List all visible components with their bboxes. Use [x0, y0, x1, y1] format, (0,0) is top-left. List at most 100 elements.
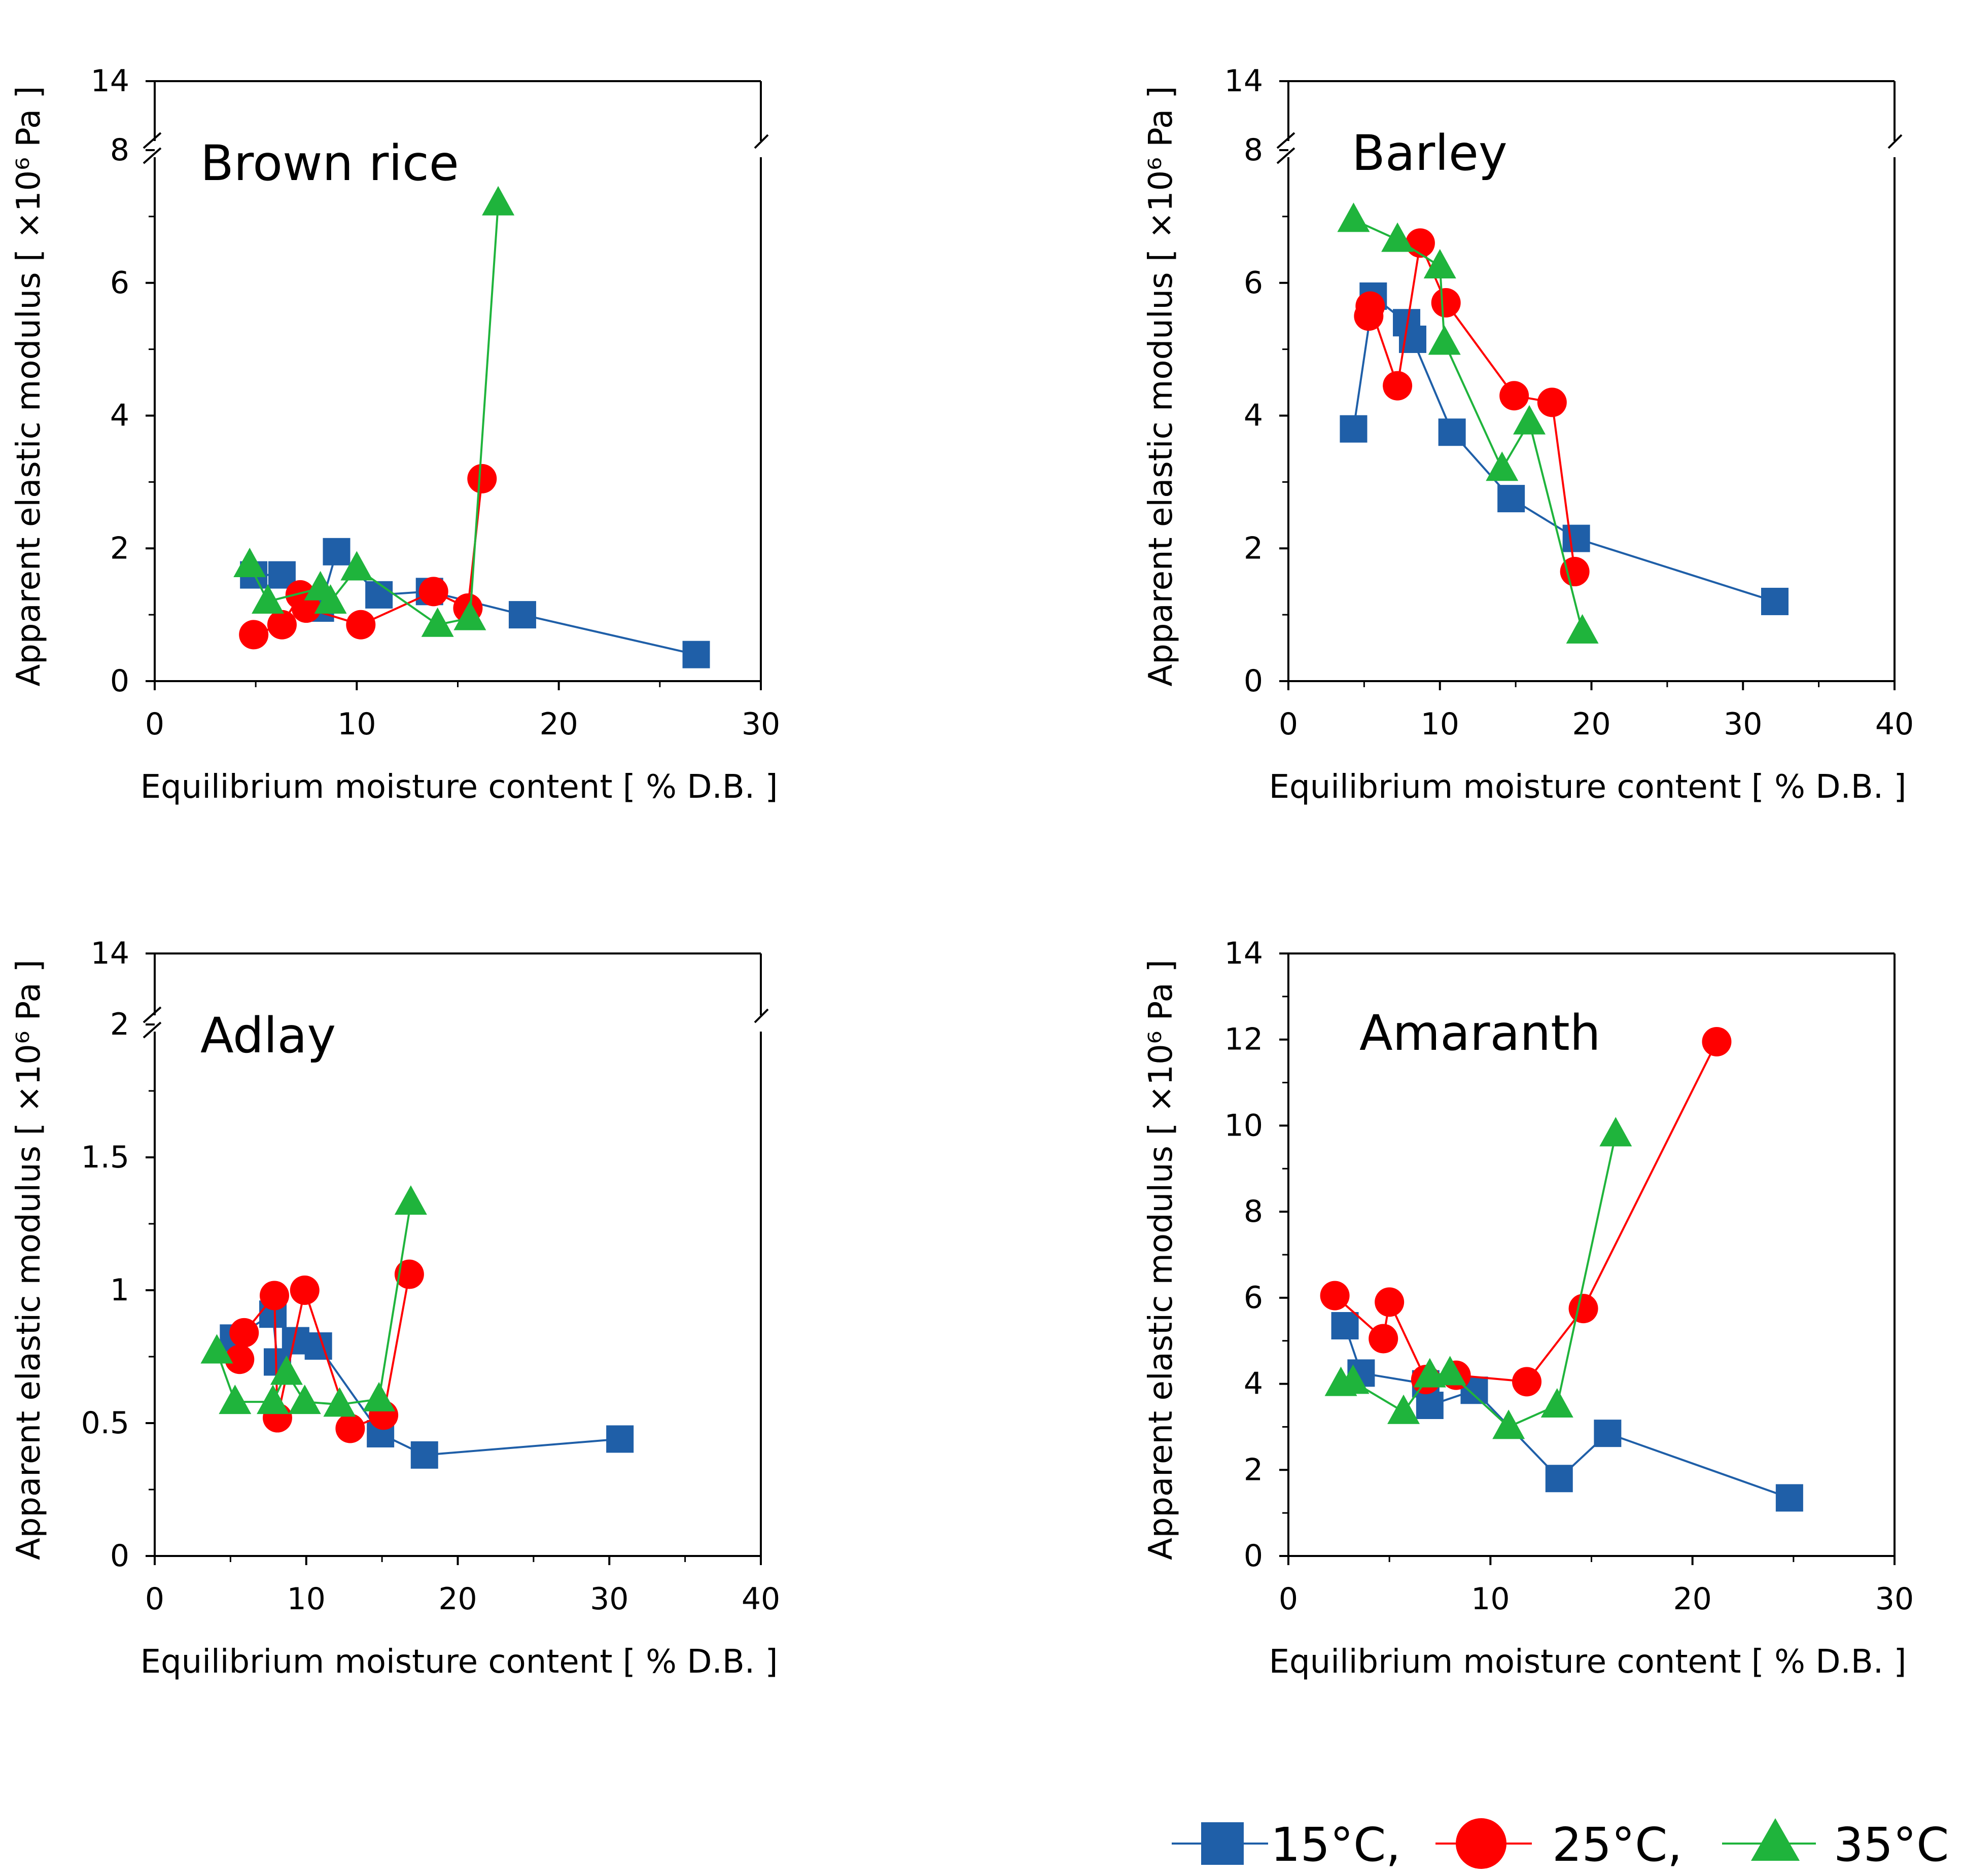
series-35c-barley [1337, 202, 1599, 644]
legend: 15°C, 25°C, 35°C [1172, 1818, 1949, 1872]
data-point [335, 1413, 365, 1443]
data-point [200, 1334, 233, 1364]
y-tick-label: 2 [110, 1007, 129, 1042]
data-point [1599, 1117, 1632, 1147]
data-point [219, 1385, 252, 1414]
data-point [365, 581, 393, 609]
y-tick-label: 6 [110, 265, 129, 301]
data-point [1433, 1356, 1466, 1386]
data-point [239, 620, 269, 650]
data-point [288, 1385, 321, 1414]
legend-circle-marker [1456, 1818, 1506, 1869]
x-axis-label: Equilibrium moisture content [ % D.B. ] [1269, 768, 1907, 806]
data-point [1431, 288, 1461, 318]
series-25c-brown-rice [239, 464, 497, 650]
data-point [1594, 1420, 1622, 1447]
data-point [1428, 325, 1461, 355]
data-point [260, 1281, 290, 1311]
y-tick-label: 0 [1244, 1538, 1263, 1574]
y-axis-label: Apparent elastic modulus [ ×10⁶ Pa ] [1142, 86, 1180, 687]
data-point [1540, 1388, 1573, 1418]
y-tick-label: 2 [1244, 1452, 1263, 1488]
panel-title: Brown rice [200, 135, 459, 192]
y-tick-label: 4 [1244, 398, 1263, 434]
data-point [291, 593, 321, 623]
series-line [1353, 219, 1584, 632]
data-point [229, 1318, 259, 1348]
data-point [252, 584, 285, 614]
data-point [340, 551, 373, 581]
x-tick-label: 0 [145, 1581, 164, 1617]
legend-triangle-marker [1751, 1818, 1800, 1861]
x-tick-label: 40 [1875, 706, 1914, 742]
data-point [1369, 1324, 1398, 1354]
y-tick-label: 10 [1224, 1108, 1263, 1143]
x-axis-label: Equilibrium moisture content [ % D.B. ] [1269, 1643, 1907, 1681]
data-point [1438, 418, 1466, 446]
y-axis-label: Apparent elastic modulus [ ×10⁶ Pa ] [10, 86, 48, 687]
data-point [257, 1385, 290, 1414]
y-tick-label: 1 [110, 1272, 129, 1308]
data-point [410, 1441, 438, 1469]
y-tick-label: 8 [1244, 1194, 1263, 1229]
x-tick-label: 20 [539, 706, 578, 742]
data-point [225, 1344, 255, 1374]
data-point [1340, 415, 1368, 443]
data-point [323, 1387, 356, 1417]
y-break-tick-label: 14 [1224, 63, 1263, 99]
axis-break-mark [143, 132, 162, 164]
x-tick-label: 30 [590, 1581, 628, 1617]
data-point [1383, 371, 1413, 401]
data-point [304, 1332, 332, 1360]
y-axis-label: Apparent elastic modulus [ ×10⁶ Pa ] [1142, 960, 1180, 1560]
data-point [1702, 1027, 1732, 1056]
panel-title: Barley [1352, 125, 1508, 182]
data-point [1775, 1484, 1803, 1512]
legend-label: 25°C, [1552, 1818, 1682, 1872]
data-point [1416, 1392, 1444, 1419]
data-point [1486, 451, 1519, 481]
data-point [267, 610, 297, 640]
x-axis-label: Equilibrium moisture content [ % D.B. ] [141, 1643, 778, 1681]
data-point [1492, 1409, 1525, 1439]
data-point [363, 1382, 396, 1411]
y-tick-label: 8 [110, 132, 129, 168]
x-tick-label: 20 [438, 1581, 477, 1617]
y-tick-label: 4 [110, 398, 129, 434]
data-point [1355, 291, 1385, 321]
x-tick-label: 10 [337, 706, 376, 742]
y-tick-label: 6 [1244, 1280, 1263, 1316]
data-point [1512, 1367, 1542, 1397]
y-tick-label: 6 [1244, 265, 1263, 301]
data-point [394, 1259, 424, 1289]
data-point [1387, 1394, 1420, 1424]
x-tick-label: 30 [1875, 1581, 1914, 1617]
data-point [1423, 249, 1456, 279]
y-tick-label: 0 [110, 663, 129, 699]
data-point [1337, 202, 1370, 232]
data-point [1568, 1294, 1598, 1324]
legend-label: 15°C, [1271, 1818, 1401, 1872]
x-tick-label: 0 [1279, 1581, 1298, 1617]
x-axis-label: Equilibrium moisture content [ % D.B. ] [141, 768, 778, 806]
axis-break-mark [143, 1006, 162, 1039]
data-point [453, 600, 486, 630]
legend-square-marker [1201, 1822, 1244, 1865]
data-point [1761, 587, 1789, 615]
x-tick-label: 30 [1724, 706, 1762, 742]
data-point [482, 186, 515, 216]
y-break-tick-label: 14 [91, 63, 129, 99]
axis-break-mark [1276, 132, 1295, 164]
data-point [394, 1185, 427, 1215]
y-tick-label: 0.5 [81, 1405, 129, 1441]
x-tick-label: 10 [287, 1581, 326, 1617]
y-tick-label: 4 [1244, 1366, 1263, 1402]
data-point [1545, 1465, 1573, 1493]
series-25c-barley [1354, 228, 1590, 587]
y-tick-label: 14 [1224, 936, 1263, 971]
panel-title: Adlay [200, 1007, 336, 1064]
data-point [1381, 222, 1414, 252]
y-break-tick-label: 14 [91, 936, 129, 971]
axis-break-mark-right [754, 1008, 769, 1023]
